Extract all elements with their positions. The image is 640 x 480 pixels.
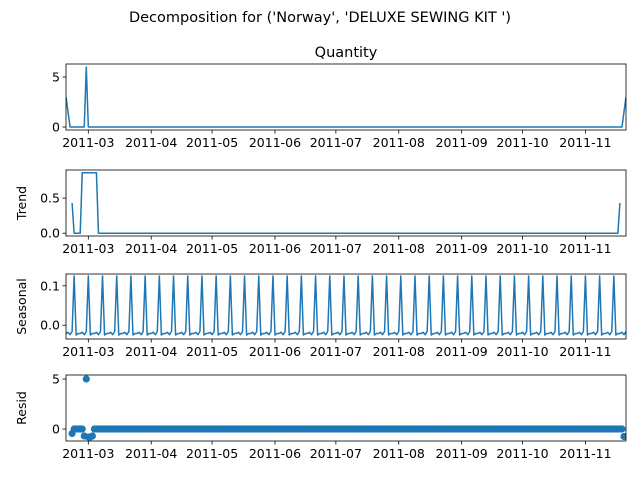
x-tick-label: 2011-11 bbox=[559, 344, 611, 359]
series-line bbox=[66, 66, 626, 128]
x-tick-label: 2011-07 bbox=[310, 135, 362, 150]
x-tick-label: 2011-03 bbox=[62, 135, 114, 150]
resid-point bbox=[82, 375, 90, 383]
y-tick-label: 0 bbox=[52, 120, 60, 135]
x-tick-label: 2011-08 bbox=[373, 446, 425, 461]
x-tick-label: 2011-05 bbox=[186, 241, 238, 256]
y-tick-label: 0.1 bbox=[40, 278, 60, 293]
y-tick-label: 5 bbox=[52, 70, 60, 85]
data-layer bbox=[71, 172, 621, 234]
panel-1: 0 5 2011-03 2011-04 2011-05 2011-06 2011-07 201… bbox=[52, 45, 627, 150]
x-tick-label: 2011-04 bbox=[125, 446, 177, 461]
x-tick-label: 2011-06 bbox=[249, 344, 301, 359]
x-tick-label: 2011-10 bbox=[496, 446, 548, 461]
data-layer bbox=[68, 375, 626, 441]
resid-point bbox=[88, 432, 96, 440]
x-tick-label: 2011-06 bbox=[249, 241, 301, 256]
x-tick-label: 2011-03 bbox=[62, 344, 114, 359]
x-tick-label: 2011-04 bbox=[125, 344, 177, 359]
x-tick-label: 2011-08 bbox=[373, 241, 425, 256]
series-line bbox=[71, 172, 621, 234]
x-tick-label: 2011-08 bbox=[373, 135, 425, 150]
x-tick-label: 2011-03 bbox=[62, 446, 114, 461]
y-axis-label: Resid bbox=[14, 391, 29, 425]
y-tick-label: 0.5 bbox=[40, 191, 60, 206]
resid-point bbox=[618, 425, 626, 433]
x-tick-label: 2011-05 bbox=[186, 135, 238, 150]
panel-title: Quantity bbox=[315, 45, 378, 61]
y-tick-label: 0 bbox=[52, 422, 60, 437]
panel-3: 0.0 0.1 2011-03 2011-04 2011-05 2011-06 2011-0… bbox=[14, 273, 627, 359]
axes-frame bbox=[65, 273, 627, 340]
data-layer bbox=[66, 275, 626, 336]
resid-point bbox=[78, 425, 86, 433]
axes-frame bbox=[65, 374, 627, 442]
x-tick-label: 2011-11 bbox=[559, 135, 611, 150]
x-tick-label: 2011-06 bbox=[249, 446, 301, 461]
panel-4: 0 5 2011-03 2011-04 2011-05 2011-06 2011-07 201… bbox=[14, 372, 627, 461]
x-tick-label: 2011-10 bbox=[496, 135, 548, 150]
panel-2: 0.0 0.5 2011-03 2011-04 2011-05 2011-06 2011-0… bbox=[14, 169, 627, 256]
figure-title: Decomposition for ('Norway', 'DELUXE SEW… bbox=[129, 10, 511, 26]
x-tick-label: 2011-09 bbox=[436, 241, 488, 256]
x-tick-label: 2011-09 bbox=[436, 446, 488, 461]
y-axis-label: Seasonal bbox=[14, 278, 29, 335]
x-tick-label: 2011-09 bbox=[436, 344, 488, 359]
y-tick-label: 5 bbox=[52, 372, 60, 387]
data-layer bbox=[66, 66, 626, 128]
seasonal-line bbox=[66, 275, 626, 336]
x-tick-label: 2011-05 bbox=[186, 446, 238, 461]
x-tick-label: 2011-10 bbox=[496, 344, 548, 359]
x-tick-label: 2011-08 bbox=[373, 344, 425, 359]
resid-point bbox=[620, 432, 626, 441]
x-tick-label: 2011-07 bbox=[310, 344, 362, 359]
x-tick-label: 2011-11 bbox=[559, 446, 611, 461]
y-tick-label: 0.0 bbox=[40, 318, 60, 333]
axes-frame bbox=[65, 169, 627, 237]
x-tick-label: 2011-10 bbox=[496, 241, 548, 256]
x-tick-label: 2011-04 bbox=[125, 135, 177, 150]
x-tick-label: 2011-03 bbox=[62, 241, 114, 256]
axes-frame bbox=[65, 63, 627, 131]
x-tick-label: 2011-07 bbox=[310, 241, 362, 256]
y-axis-label: Trend bbox=[14, 186, 29, 221]
y-tick-label: 0.0 bbox=[40, 226, 60, 241]
x-tick-label: 2011-11 bbox=[559, 241, 611, 256]
x-tick-label: 2011-04 bbox=[125, 241, 177, 256]
x-tick-label: 2011-07 bbox=[310, 446, 362, 461]
x-tick-label: 2011-06 bbox=[249, 135, 301, 150]
x-tick-label: 2011-09 bbox=[436, 135, 488, 150]
x-tick-label: 2011-05 bbox=[186, 344, 238, 359]
